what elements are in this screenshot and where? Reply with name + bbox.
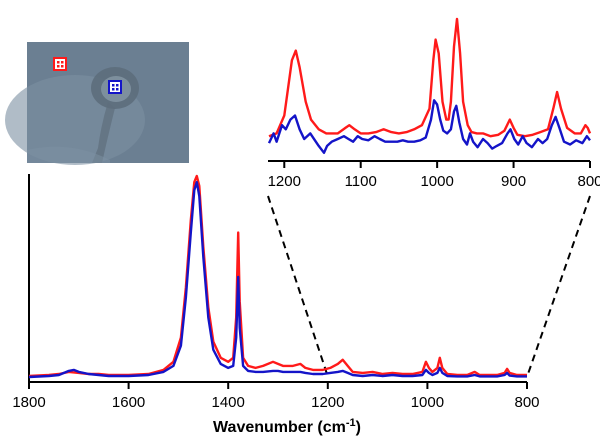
main-x-tick-label: 1400	[212, 394, 245, 411]
inset-x-tick-label: 1200	[268, 173, 301, 190]
inset-series-red	[268, 17, 592, 138]
red-marker-icon	[53, 57, 67, 71]
zoom-guide-right	[527, 195, 591, 375]
x-axis-title: Wavenumber (cm-1)	[213, 417, 361, 436]
zoom-guide-left	[267, 195, 328, 375]
main-x-tick-label: 800	[514, 394, 539, 411]
inset-series-blue	[267, 99, 591, 154]
blue-marker-icon	[108, 80, 122, 94]
main-x-tick-label: 1200	[311, 394, 344, 411]
inset-x-tick-label: 800	[577, 173, 600, 190]
main-x-tick-label: 1000	[411, 394, 444, 411]
inset-x-tick-label: 1100	[345, 173, 377, 190]
microscope-image	[5, 42, 189, 165]
inset-x-tick-label: 1000	[420, 173, 453, 190]
main-chart: 1800 1600 1400 1200 1000 800 Wavenumber (cm-1…	[12, 174, 540, 436]
inset-x-tick-label: 900	[501, 173, 526, 190]
inset-chart: 1200 1100 1000 900 800	[267, 17, 600, 190]
main-x-tick-label: 1600	[112, 394, 145, 411]
main-x-tick-label: 1800	[12, 394, 45, 411]
main-series-red	[28, 174, 527, 378]
main-series-blue	[28, 180, 527, 379]
